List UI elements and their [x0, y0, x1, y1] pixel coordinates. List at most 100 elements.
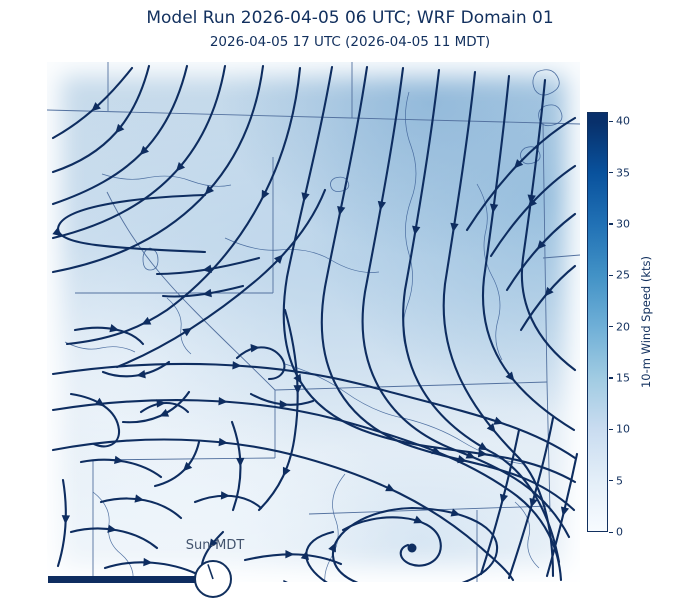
figure-title: Model Run 2026-04-05 06 UTC; WRF Domain …	[146, 8, 554, 28]
colorbar-tickmark	[609, 377, 613, 379]
streamline-path	[402, 68, 561, 564]
colorbar-tick-label: 0	[616, 525, 623, 539]
streamline-path	[520, 78, 577, 372]
streamline-arrowhead	[478, 442, 488, 451]
sun-clock-hand-icon	[207, 564, 214, 580]
streamline-path	[341, 516, 442, 567]
streamline-path	[51, 66, 134, 140]
streamline-arrowhead	[202, 264, 212, 273]
colorbar	[587, 112, 608, 532]
streamline-path	[153, 440, 201, 488]
streamline-path	[235, 346, 286, 381]
colorbar-label-wrap: 10-m Wind Speed (kts)	[636, 112, 656, 532]
state-border-line	[542, 254, 580, 259]
streamline-path	[101, 360, 171, 378]
streamline-arrowhead	[301, 192, 310, 203]
colorbar-tick-label: 15	[616, 371, 630, 385]
river-line	[514, 501, 540, 569]
streamline-path	[115, 188, 327, 369]
streamline-arrowhead	[236, 457, 245, 467]
streamline-path	[320, 65, 576, 512]
colorbar-tick-label: 25	[616, 268, 630, 282]
streamline-arrowhead	[477, 449, 488, 458]
streamline-arrowhead	[412, 225, 421, 236]
streamline-arrowhead	[489, 203, 499, 214]
colorbar-ticks: 0 5 10 15 20 25 30 35 40	[608, 112, 668, 539]
streamline-arrowhead	[114, 455, 124, 465]
river-line	[64, 341, 136, 353]
streamline-arrowhead	[94, 397, 105, 407]
streamline-arrowhead	[283, 579, 293, 582]
streamline-arrowhead	[107, 524, 117, 533]
streamline-arrowhead	[175, 161, 186, 172]
streamline-arrowhead	[293, 385, 302, 395]
streamline-arrowhead	[182, 461, 193, 472]
state-border-line	[92, 457, 276, 461]
streamline-arrowhead	[431, 446, 442, 455]
colorbar-tick-label: 30	[616, 217, 630, 231]
streamline-arrowhead	[209, 538, 218, 549]
streamline-arrowhead	[250, 344, 260, 353]
streamline-arrowhead	[465, 450, 476, 459]
streamline-arrowhead	[413, 515, 424, 524]
river-line	[402, 91, 417, 353]
colorbar-tickmark	[609, 326, 613, 328]
lake-outline	[330, 176, 350, 192]
streamline-arrowhead	[204, 185, 215, 195]
streamline-path	[99, 497, 183, 520]
streamline-arrowhead	[274, 254, 284, 264]
lake-outline	[532, 69, 560, 96]
streamline-path	[465, 116, 577, 232]
streamline-path	[51, 64, 189, 206]
streamline-arrowhead	[91, 102, 101, 112]
streamline-arrowhead	[377, 200, 387, 211]
streamline-arrowhead	[285, 550, 295, 559]
streamline-arrowhead	[536, 240, 547, 250]
streamline-path	[519, 264, 577, 332]
streamline-arrowhead	[202, 288, 212, 298]
river-line	[224, 237, 380, 273]
colorbar-tick-label: 20	[616, 320, 630, 334]
vortex-center-dot	[407, 543, 417, 553]
sun-clock	[194, 560, 232, 598]
streamline-path	[505, 212, 577, 292]
streamline-path	[56, 193, 207, 254]
streamline-arrowhead	[141, 316, 152, 325]
colorbar-label: 10-m Wind Speed (kts)	[639, 255, 653, 389]
streamline-path	[442, 70, 555, 578]
streamline-path	[65, 66, 302, 346]
streamline-path	[243, 553, 343, 566]
streamline-path	[331, 506, 499, 582]
streamline-arrowhead	[156, 399, 166, 408]
streamline-arrowhead	[385, 483, 396, 492]
streamline-arrowhead	[232, 361, 242, 370]
lake-outline	[538, 104, 563, 127]
streamline-arrowhead	[134, 494, 145, 503]
state-border-line	[274, 381, 548, 391]
streamline-arrowhead	[514, 159, 524, 169]
colorbar-tickmark	[609, 172, 613, 174]
streamline-arrowhead	[220, 491, 231, 500]
streamline-arrowhead	[143, 557, 153, 567]
streamline-arrowhead	[282, 466, 291, 477]
streamline-path	[51, 64, 151, 174]
streamline-arrowhead	[450, 222, 459, 233]
streamline-path	[139, 401, 190, 414]
streamline-path	[51, 399, 563, 582]
streamline-arrowhead	[136, 370, 146, 379]
streamline-path	[69, 392, 121, 448]
streamline-path	[121, 390, 191, 424]
sun-clock-label: Sun-MDT	[185, 538, 245, 553]
streamline-arrowhead	[159, 408, 170, 417]
streamline-arrowhead	[505, 371, 515, 382]
streamline-path	[361, 66, 571, 539]
streamline-arrowhead	[261, 189, 270, 200]
streamline-arrowhead	[337, 205, 346, 216]
colorbar-tickmark	[609, 531, 613, 533]
streamline-path	[507, 416, 555, 580]
domain-boundary-bar	[48, 576, 218, 583]
streamline-path	[545, 452, 579, 578]
colorbar-tick-label: 40	[616, 114, 630, 128]
streamline-path	[51, 362, 577, 460]
